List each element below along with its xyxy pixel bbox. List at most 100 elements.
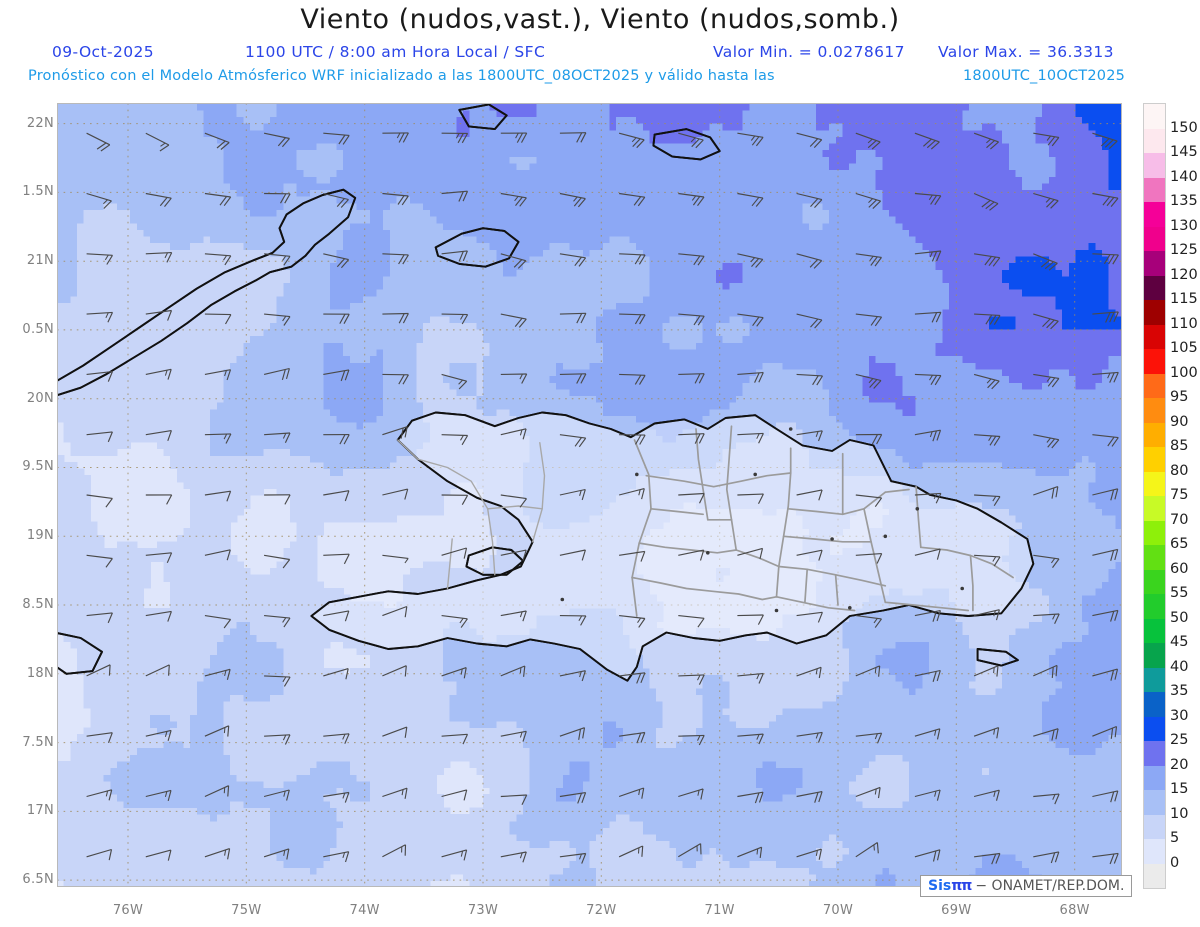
wind-barb bbox=[1033, 253, 1058, 271]
colorbar-segment bbox=[1144, 741, 1165, 766]
wind-barb bbox=[737, 547, 764, 560]
wind-barb bbox=[914, 373, 942, 386]
map-plot-area[interactable] bbox=[57, 103, 1122, 887]
wind-barb bbox=[796, 549, 823, 561]
wind-barb bbox=[678, 788, 704, 800]
wind-barb bbox=[382, 253, 409, 265]
wind-barb bbox=[974, 494, 1001, 507]
wind-barb bbox=[1092, 609, 1119, 622]
wind-barb bbox=[678, 492, 705, 504]
wind-barb bbox=[737, 132, 764, 147]
colorbar-segment bbox=[1144, 667, 1165, 692]
wind-barb bbox=[323, 434, 350, 445]
colorbar-segment bbox=[1144, 300, 1165, 325]
wind-barb bbox=[737, 846, 763, 858]
wind-barb bbox=[1092, 790, 1119, 803]
wind-barb bbox=[678, 674, 705, 685]
wind-barb bbox=[678, 313, 705, 326]
wind-barb bbox=[323, 610, 350, 622]
wind-barb bbox=[382, 488, 409, 500]
province-boundaries bbox=[397, 425, 1014, 617]
wind-barb bbox=[559, 852, 587, 864]
wind-barb bbox=[1033, 486, 1059, 499]
colorbar-tick-label: 10 bbox=[1170, 805, 1189, 822]
wind-barb bbox=[737, 313, 764, 327]
wind-barb bbox=[204, 615, 232, 629]
wind-barb bbox=[914, 669, 941, 682]
wind-barb bbox=[559, 792, 587, 804]
colorbar-segment bbox=[1144, 863, 1165, 888]
wind-barb bbox=[500, 428, 527, 440]
wind-barb bbox=[441, 789, 468, 801]
colorbar-segment bbox=[1144, 177, 1165, 202]
wind-barb bbox=[500, 494, 527, 508]
wind-barb bbox=[796, 132, 823, 148]
colorbar-tick-label: 105 bbox=[1170, 340, 1198, 356]
wind-barb bbox=[855, 313, 883, 327]
colorbar[interactable] bbox=[1143, 103, 1166, 889]
wind-speed-shading bbox=[57, 103, 1122, 887]
wind-barb bbox=[678, 433, 705, 444]
wind-barb bbox=[737, 672, 764, 684]
wind-barb bbox=[678, 373, 705, 384]
wind-barb bbox=[1092, 132, 1118, 150]
wind-barb bbox=[382, 426, 408, 439]
wind-barb bbox=[145, 552, 173, 564]
wind-barb bbox=[441, 434, 469, 446]
wind-barb bbox=[974, 253, 1001, 267]
wind-barb bbox=[855, 373, 882, 389]
wind-barb bbox=[796, 313, 823, 329]
wind-barb bbox=[914, 492, 942, 504]
wind-barb bbox=[796, 192, 823, 208]
wind-barb bbox=[204, 725, 230, 737]
wind-barb bbox=[559, 192, 586, 208]
colorbar-tick-label: 145 bbox=[1170, 144, 1198, 160]
wind-barb bbox=[1033, 192, 1059, 209]
wind-barb bbox=[323, 132, 350, 145]
wind-barb bbox=[145, 729, 172, 741]
wind-barb bbox=[145, 252, 173, 263]
colorbar-segment bbox=[1144, 692, 1165, 717]
colorbar-segment bbox=[1144, 594, 1165, 619]
wind-barb bbox=[559, 312, 587, 324]
wind-barb bbox=[914, 548, 941, 560]
colorbar-segment bbox=[1144, 202, 1165, 227]
y-axis-tick: 22N bbox=[26, 115, 54, 131]
wind-barb bbox=[1092, 192, 1119, 207]
colorbar-tick-label: 95 bbox=[1170, 389, 1189, 405]
wind-barb bbox=[204, 785, 230, 798]
wind-barb bbox=[441, 313, 469, 325]
wind-barb bbox=[441, 615, 468, 628]
wind-barb bbox=[382, 132, 409, 143]
wind-barb bbox=[737, 432, 764, 444]
wind-barb bbox=[796, 731, 823, 743]
wind-barb bbox=[855, 132, 881, 150]
colorbar-tick-label: 140 bbox=[1170, 168, 1198, 185]
colorbar-tick-label: 50 bbox=[1170, 609, 1189, 626]
wind-barb bbox=[382, 605, 408, 618]
wind-barb bbox=[204, 848, 231, 860]
colorbar-tick-label: 25 bbox=[1170, 732, 1189, 748]
wind-barb bbox=[974, 434, 1001, 446]
wind-barb bbox=[914, 132, 940, 150]
wind-barb bbox=[914, 849, 941, 862]
land-mask bbox=[311, 412, 1034, 681]
colorbar-tick-label: 115 bbox=[1170, 291, 1198, 307]
colorbar-segment bbox=[1144, 153, 1165, 178]
wind-barb bbox=[86, 132, 111, 152]
wind-barb bbox=[1033, 728, 1059, 741]
wind-barb bbox=[855, 665, 881, 677]
wind-barb bbox=[973, 609, 1000, 621]
wind-barb bbox=[86, 371, 113, 382]
wind-barb bbox=[86, 732, 113, 744]
wind-barb bbox=[737, 493, 764, 504]
wind-barb bbox=[500, 132, 528, 143]
wind-barb bbox=[204, 369, 232, 381]
city-markers bbox=[560, 427, 964, 613]
wind-barb bbox=[618, 488, 645, 500]
wind-barb bbox=[86, 789, 113, 801]
wind-barb bbox=[559, 253, 587, 267]
y-axis-tick: 9.5N bbox=[22, 459, 54, 475]
colorbar-tick-label: 65 bbox=[1170, 536, 1189, 552]
wind-barb bbox=[914, 192, 942, 206]
